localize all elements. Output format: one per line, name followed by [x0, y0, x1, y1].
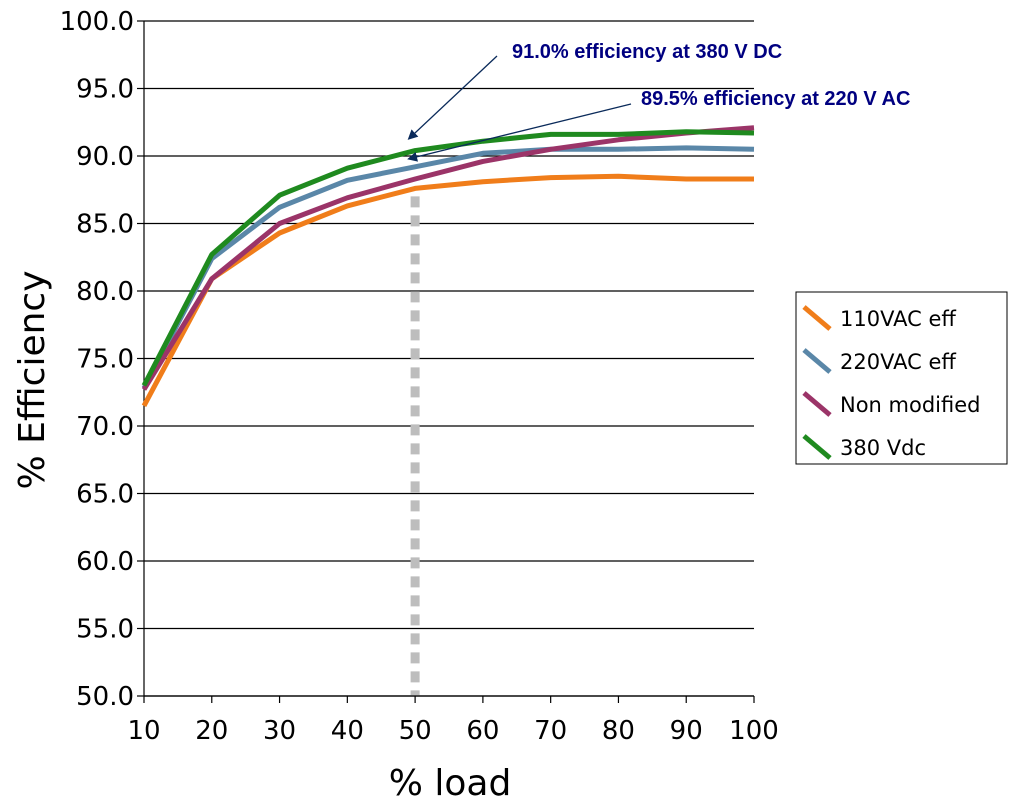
grid-lines — [137, 20, 754, 697]
x-axis-title: % load — [389, 763, 512, 804]
y-tick-label: 95.0 — [76, 75, 134, 105]
annotation-arrow — [407, 103, 632, 162]
x-tick-labels: 10 20 30 40 50 60 70 80 90 100 — [127, 696, 779, 746]
y-tick-labels: 50.0 55.0 60.0 65.0 70.0 75.0 80.0 85.0 90.0 95.0… — [60, 7, 134, 712]
series-line-380-vdc — [141, 129, 755, 387]
y-axis-title: % Efficiency — [12, 270, 53, 489]
legend-entry: Non modified — [840, 393, 981, 417]
series-line-220vac-eff — [141, 145, 755, 390]
y-tick-label: 80.0 — [76, 277, 134, 307]
x-tick-label: 10 — [127, 716, 160, 746]
y-tick-label: 55.0 — [76, 615, 134, 645]
y-tick-label: 70.0 — [76, 412, 134, 442]
legend-box — [795, 291, 1008, 465]
legend-swatch — [802, 391, 832, 417]
annotation-label: 91.0% efficiency at 380 V DC — [512, 41, 782, 63]
x-tick-label: 70 — [534, 716, 567, 746]
y-tick-label: 100.0 — [60, 7, 134, 37]
series-line-non-modified — [141, 125, 755, 391]
series-lines — [141, 125, 755, 407]
y-tick-label: 85.0 — [76, 210, 134, 240]
x-tick-label: 60 — [466, 716, 499, 746]
y-tick-label: 90.0 — [76, 142, 134, 172]
legend: 110VAC eff 220VAC eff Non modified 380 Vdc — [795, 291, 1008, 465]
x-tick-label: 30 — [263, 716, 296, 746]
axes — [143, 21, 754, 697]
legend-entry: 110VAC eff — [840, 307, 956, 331]
y-tick-label: 50.0 — [76, 682, 134, 712]
annotation-arrow — [407, 55, 498, 140]
x-tick-label: 20 — [195, 716, 228, 746]
legend-swatch — [802, 348, 832, 374]
annotation-label: 89.5% efficiency at 220 V AC — [641, 88, 910, 110]
x-tick-label: 40 — [331, 716, 364, 746]
series-line-110vac-eff — [141, 173, 754, 407]
y-tick-label: 65.0 — [76, 480, 134, 510]
legend-swatch — [802, 305, 832, 331]
x-tick-label: 90 — [670, 716, 703, 746]
x-tick-label: 50 — [399, 716, 432, 746]
legend-entry: 220VAC eff — [840, 350, 956, 374]
y-tick-label: 75.0 — [76, 345, 134, 375]
y-tick-label: 60.0 — [76, 547, 134, 577]
legend-swatch — [802, 434, 832, 460]
x-tick-label: 80 — [602, 716, 635, 746]
annotations: 91.0% efficiency at 380 V DC 89.5% effici… — [407, 41, 910, 162]
x-tick-label: 100 — [729, 716, 779, 746]
legend-entry: 380 Vdc — [840, 436, 926, 460]
